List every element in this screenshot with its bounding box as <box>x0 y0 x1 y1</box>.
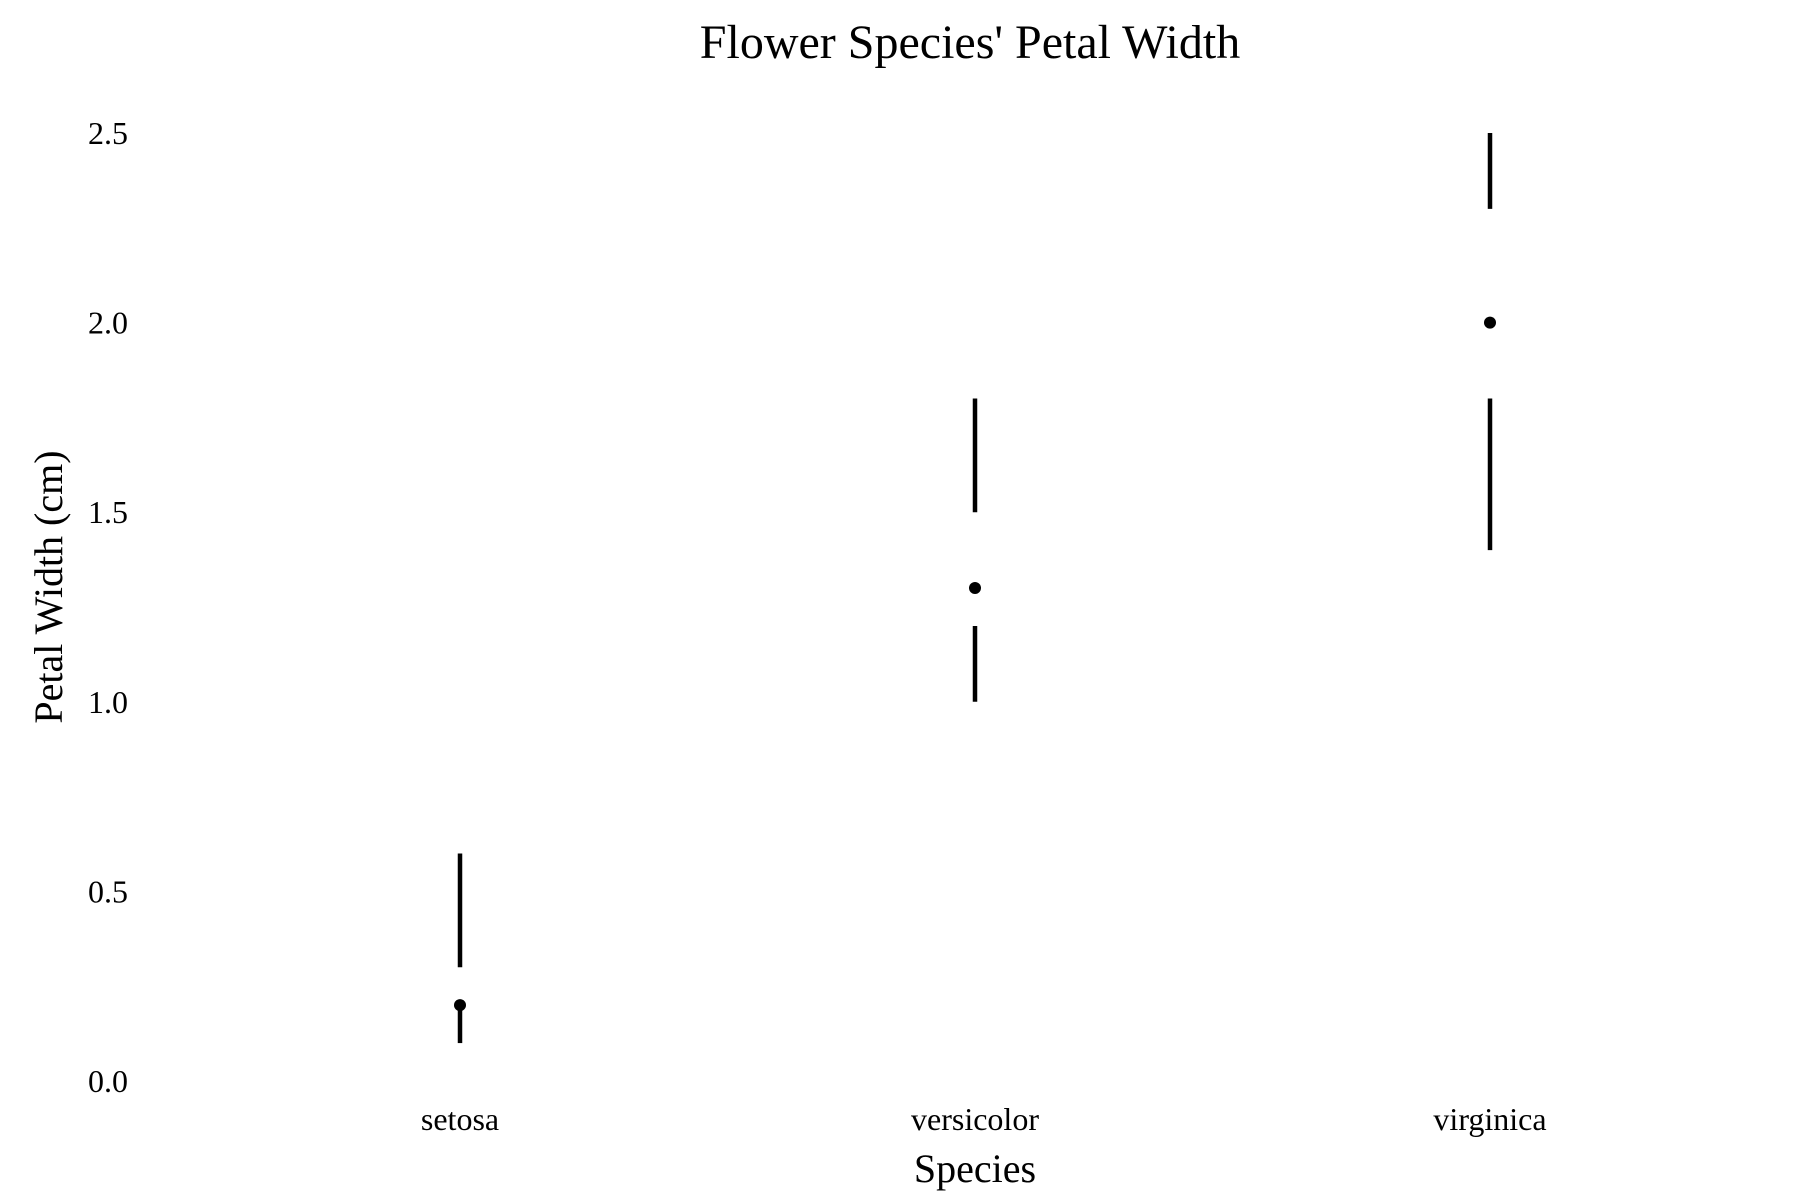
y-tick-label: 0.5 <box>88 873 128 909</box>
y-tick-label: 1.0 <box>88 684 128 720</box>
y-tick-label: 2.5 <box>88 115 128 151</box>
median-dot-setosa <box>454 999 466 1012</box>
y-tick-label: 0.0 <box>88 1063 128 1099</box>
x-tick-label: setosa <box>421 1101 499 1137</box>
y-axis: 0.0 0.5 1.0 1.5 2.0 2.5 <box>88 115 128 1099</box>
x-axis-label: Species <box>914 1146 1036 1191</box>
median-dot-virginica <box>1484 316 1496 329</box>
y-axis-label: Petal Width (cm) <box>26 450 71 723</box>
x-tick-label: virginica <box>1433 1101 1546 1137</box>
chart-title: Flower Species' Petal Width <box>700 16 1240 69</box>
x-axis: setosa versicolor virginica <box>421 1101 1547 1137</box>
y-tick-label: 2.0 <box>88 305 128 341</box>
median-dot-versicolor <box>969 582 981 595</box>
x-tick-label: versicolor <box>911 1101 1039 1137</box>
plot-area <box>454 133 1496 1044</box>
y-tick-label: 1.5 <box>88 494 128 530</box>
